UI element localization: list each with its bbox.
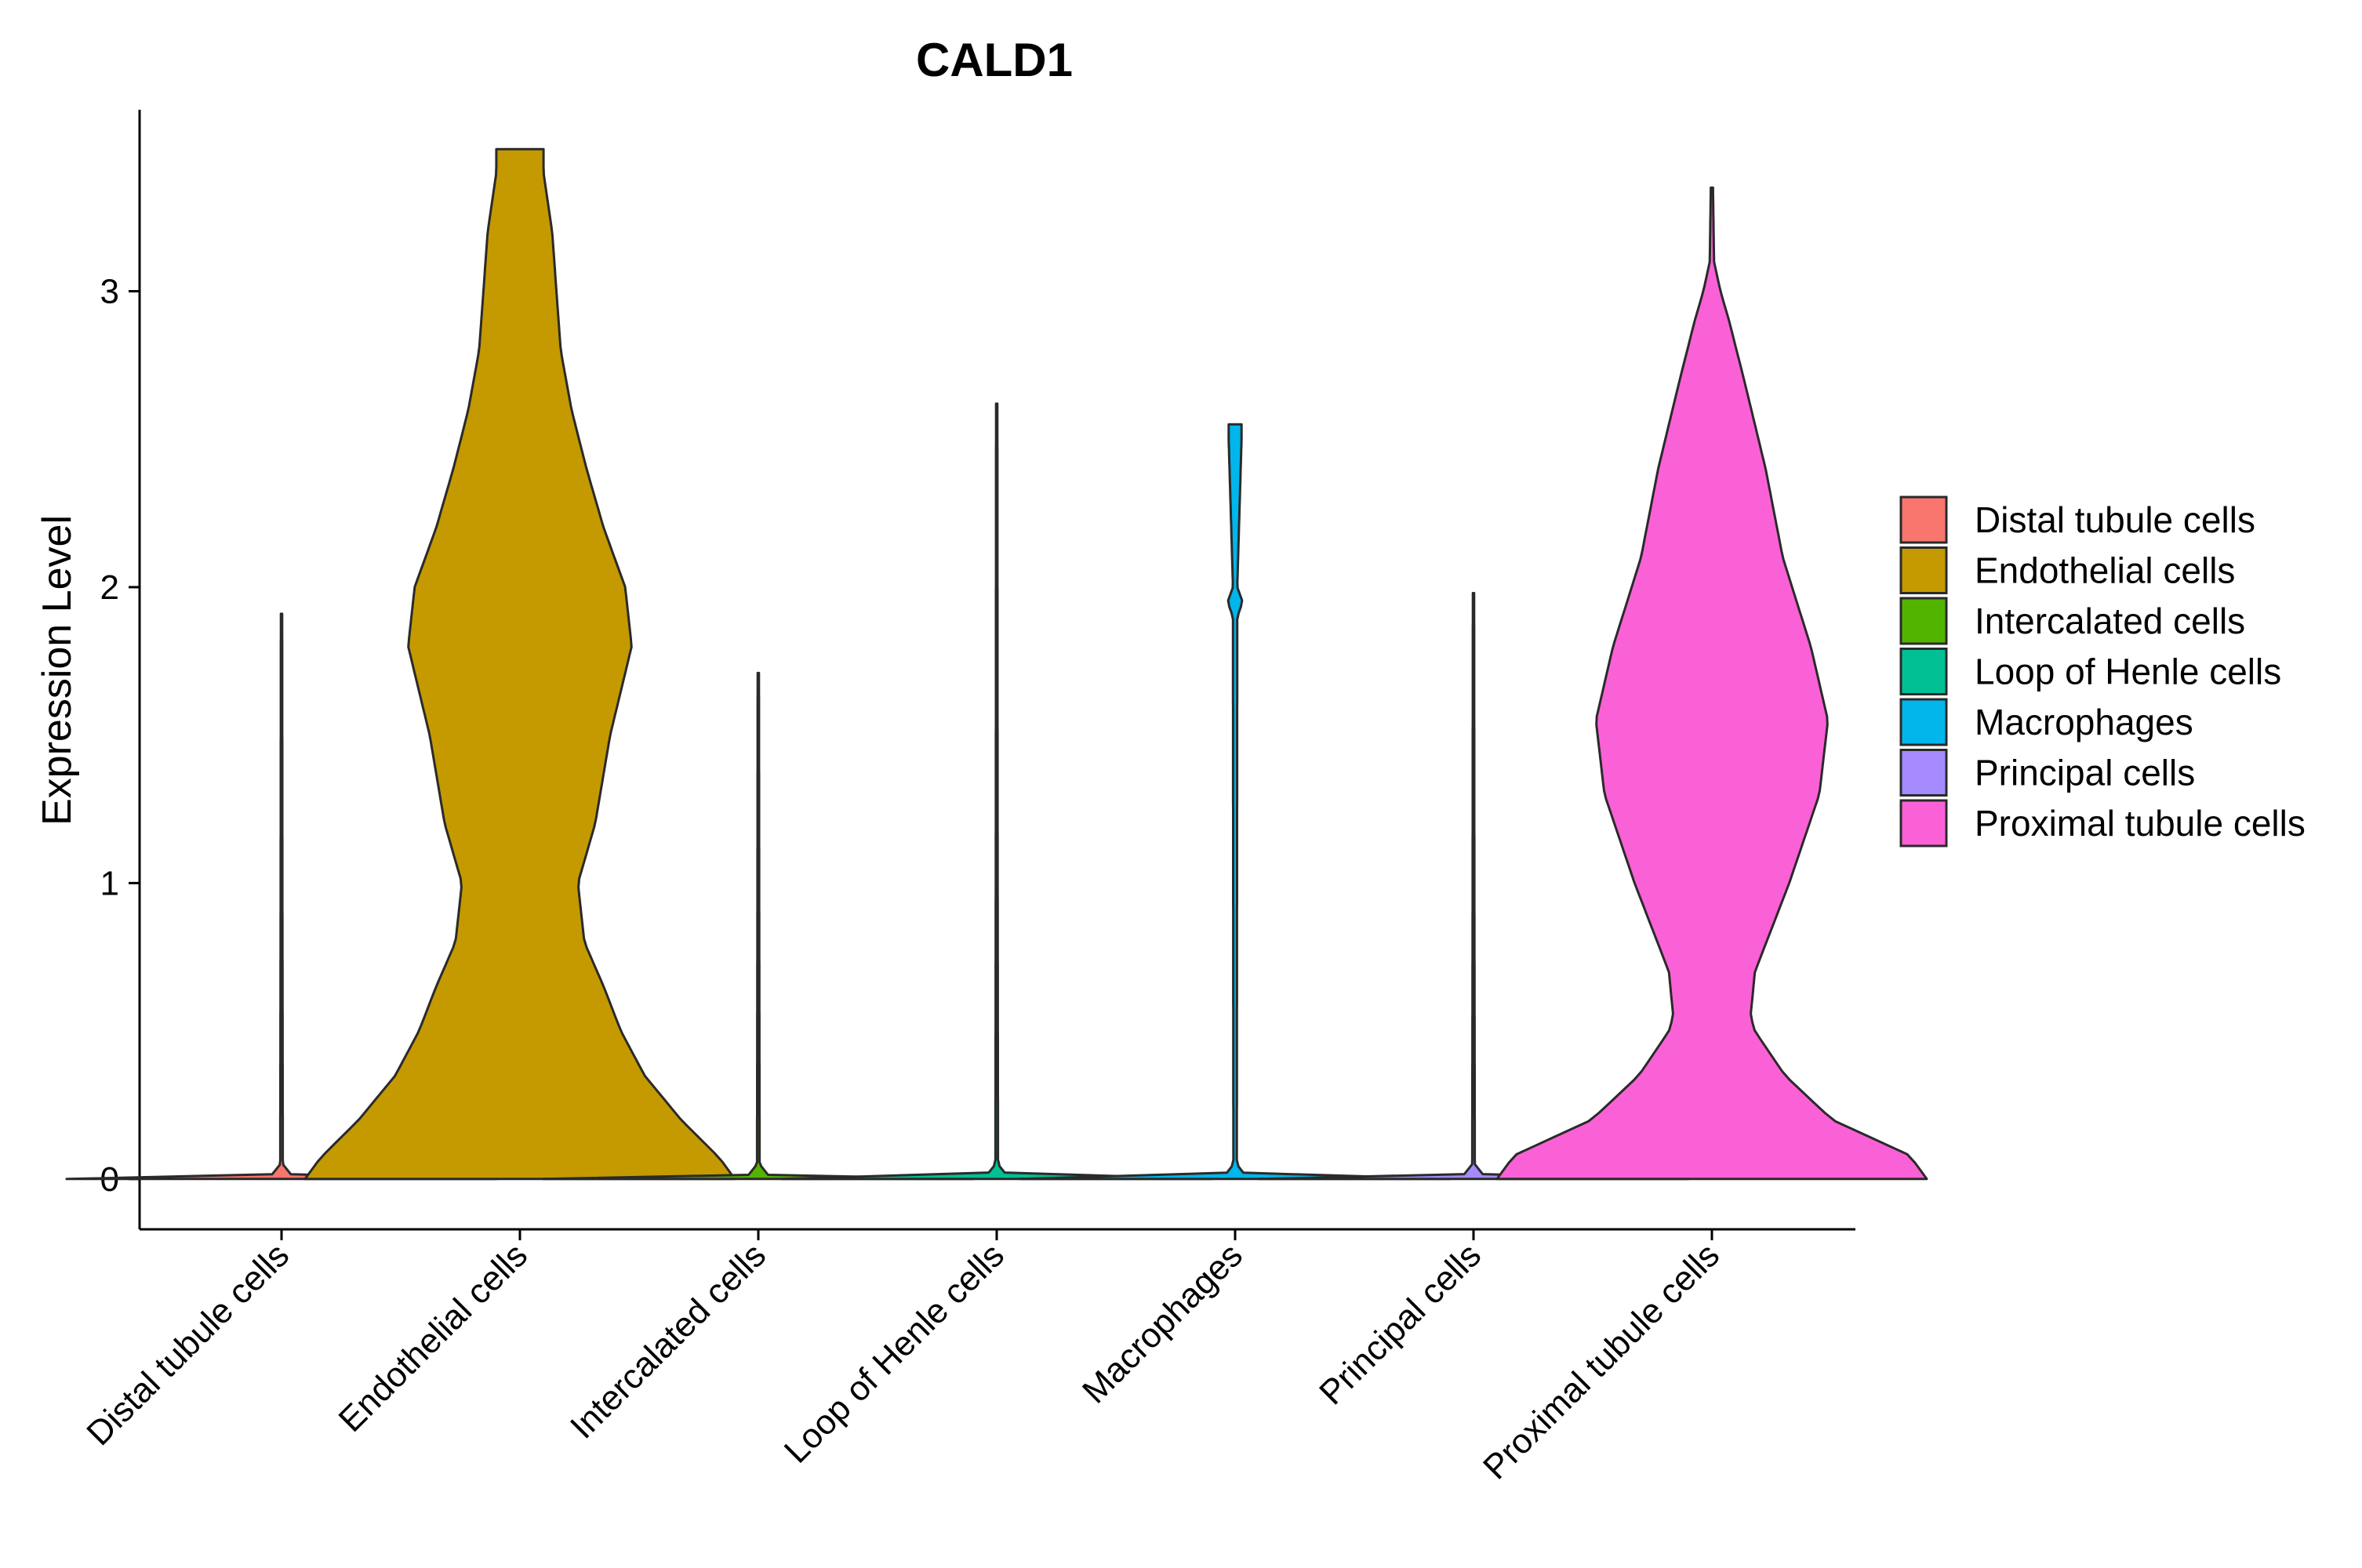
x-tick-label-macrophages: Macrophages [1075, 1236, 1250, 1410]
legend: Distal tubule cells Endothelial cells Inte… [1899, 495, 2306, 848]
y-tick-label: 2 [100, 568, 119, 607]
legend-label-proximal-tubule-cells: Proximal tubule cells [1975, 803, 2306, 844]
violin-loop-of-henle-cells [780, 402, 1213, 1181]
y-tick-label: 1 [100, 864, 119, 902]
legend-label-macrophages: Macrophages [1975, 702, 2193, 742]
legend-swatch-macrophages [1899, 698, 1948, 746]
x-tick-label-distal-tubule-cells: Distal tubule cells [79, 1236, 296, 1453]
x-tick-label-endothelial-cells: Endothelial cells [332, 1236, 535, 1439]
violin-principal-cells [1257, 592, 1690, 1181]
legend-label-intercalated-cells: Intercalated cells [1975, 601, 2245, 641]
violin-proximal-tubule-cells [1495, 186, 1928, 1181]
legend-swatch-principal-cells [1899, 749, 1948, 797]
y-axis-title: Expression Level [35, 515, 80, 826]
x-tick-label-intercalated-cells: Intercalated cells [563, 1236, 773, 1446]
legend-swatch-distal-tubule-cells [1899, 495, 1948, 544]
legend-label-principal-cells: Principal cells [1975, 753, 2195, 793]
legend-label-loop-of-henle-cells: Loop of Henle cells [1975, 652, 2281, 692]
violin-distal-tubule-cells [65, 612, 498, 1181]
violin-intercalated-cells [542, 671, 975, 1181]
legend-swatch-endothelial-cells [1899, 546, 1948, 594]
violin-endothelial-cells [303, 147, 736, 1181]
legend-label-endothelial-cells: Endothelial cells [1975, 550, 2235, 591]
legend-swatch-proximal-tubule-cells [1899, 799, 1948, 848]
x-tick-label-loop-of-henle-cells: Loop of Henle cells [777, 1236, 1012, 1470]
legend-swatch-loop-of-henle-cells [1899, 648, 1948, 695]
chart-title: CALD1 [916, 34, 1073, 86]
y-tick-label: 3 [100, 272, 119, 310]
legend-swatch-intercalated-cells [1899, 597, 1948, 645]
x-tick-label-proximal-tubule-cells: Proximal tubule cells [1476, 1236, 1727, 1486]
legend-label-distal-tubule-cells: Distal tubule cells [1975, 499, 2255, 540]
violin-macrophages [1019, 423, 1452, 1181]
x-tick-label-principal-cells: Principal cells [1312, 1236, 1488, 1412]
